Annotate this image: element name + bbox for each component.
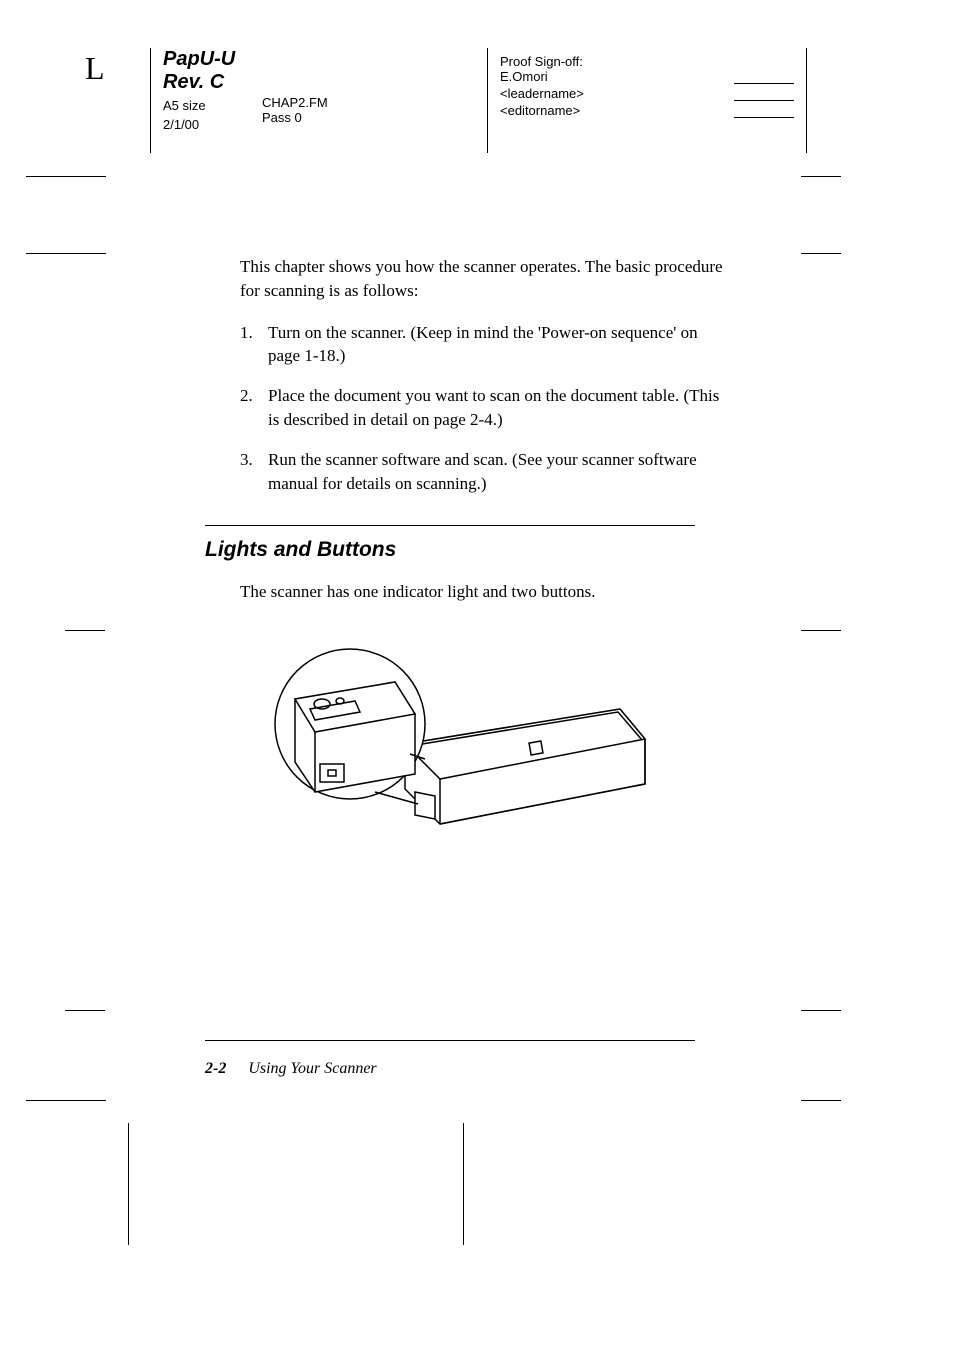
signoff-title: Proof Sign-off: [500, 54, 794, 69]
header-col2: CHAP2.FM Pass 0 [262, 95, 328, 125]
header-title-1: PapU-U [163, 48, 235, 71]
footer-chapter-title: Using Your Scanner [248, 1060, 376, 1077]
crop-mark [26, 253, 106, 254]
steps-list: 1. Turn on the scanner. (Keep in mind the… [240, 321, 730, 496]
crop-mark [65, 630, 105, 631]
header-date: 2/1/00 [163, 117, 235, 132]
signoff-name-1: E.Omori [500, 69, 548, 84]
signoff-name-2: <leadername> [500, 86, 584, 101]
crop-mark [801, 1010, 841, 1011]
list-number: 1. [240, 321, 253, 345]
footer-pagenum: 2-2 [205, 1060, 226, 1077]
crop-mark [801, 176, 841, 177]
list-item: 1. Turn on the scanner. (Keep in mind the… [240, 321, 730, 369]
crop-mark [65, 1010, 105, 1011]
crop-mark [801, 630, 841, 631]
list-item: 3. Run the scanner software and scan. (Se… [240, 448, 730, 496]
content-area: This chapter shows you how the scanner o… [240, 255, 730, 889]
bottom-divider-left [128, 1123, 129, 1245]
list-number: 3. [240, 448, 253, 472]
crop-mark [26, 1100, 106, 1101]
header-block: PapU-U Rev. C A5 size 2/1/00 [150, 48, 235, 153]
scanner-illustration [260, 644, 660, 884]
list-text: Run the scanner software and scan. (See … [268, 450, 697, 493]
footer-rule [205, 1040, 695, 1041]
list-text: Turn on the scanner. (Keep in mind the '… [268, 323, 698, 366]
header-title-2: Rev. C [163, 71, 235, 94]
list-item: 2. Place the document you want to scan on… [240, 384, 730, 432]
bottom-divider-right [463, 1123, 464, 1245]
section-rule [205, 525, 695, 526]
signoff-block: Proof Sign-off: E.Omori <leadername> <ed… [487, 48, 807, 153]
section-body: The scanner has one indicator light and … [240, 580, 730, 604]
crop-mark [801, 253, 841, 254]
signoff-line-3 [734, 103, 794, 118]
footer-text: 2-2 Using Your Scanner [205, 1060, 377, 1078]
signoff-name-3: <editorname> [500, 103, 580, 118]
section-heading: Lights and Buttons [205, 538, 730, 562]
crop-mark [26, 176, 106, 177]
header-filename: CHAP2.FM [262, 95, 328, 110]
page-marker: L [85, 50, 105, 87]
header-size: A5 size [163, 98, 235, 113]
list-text: Place the document you want to scan on t… [268, 386, 719, 429]
crop-mark [801, 1100, 841, 1101]
header-pass: Pass 0 [262, 110, 328, 125]
list-number: 2. [240, 384, 253, 408]
signoff-line-1 [734, 69, 794, 84]
intro-text: This chapter shows you how the scanner o… [240, 255, 730, 303]
signoff-line-2 [734, 86, 794, 101]
